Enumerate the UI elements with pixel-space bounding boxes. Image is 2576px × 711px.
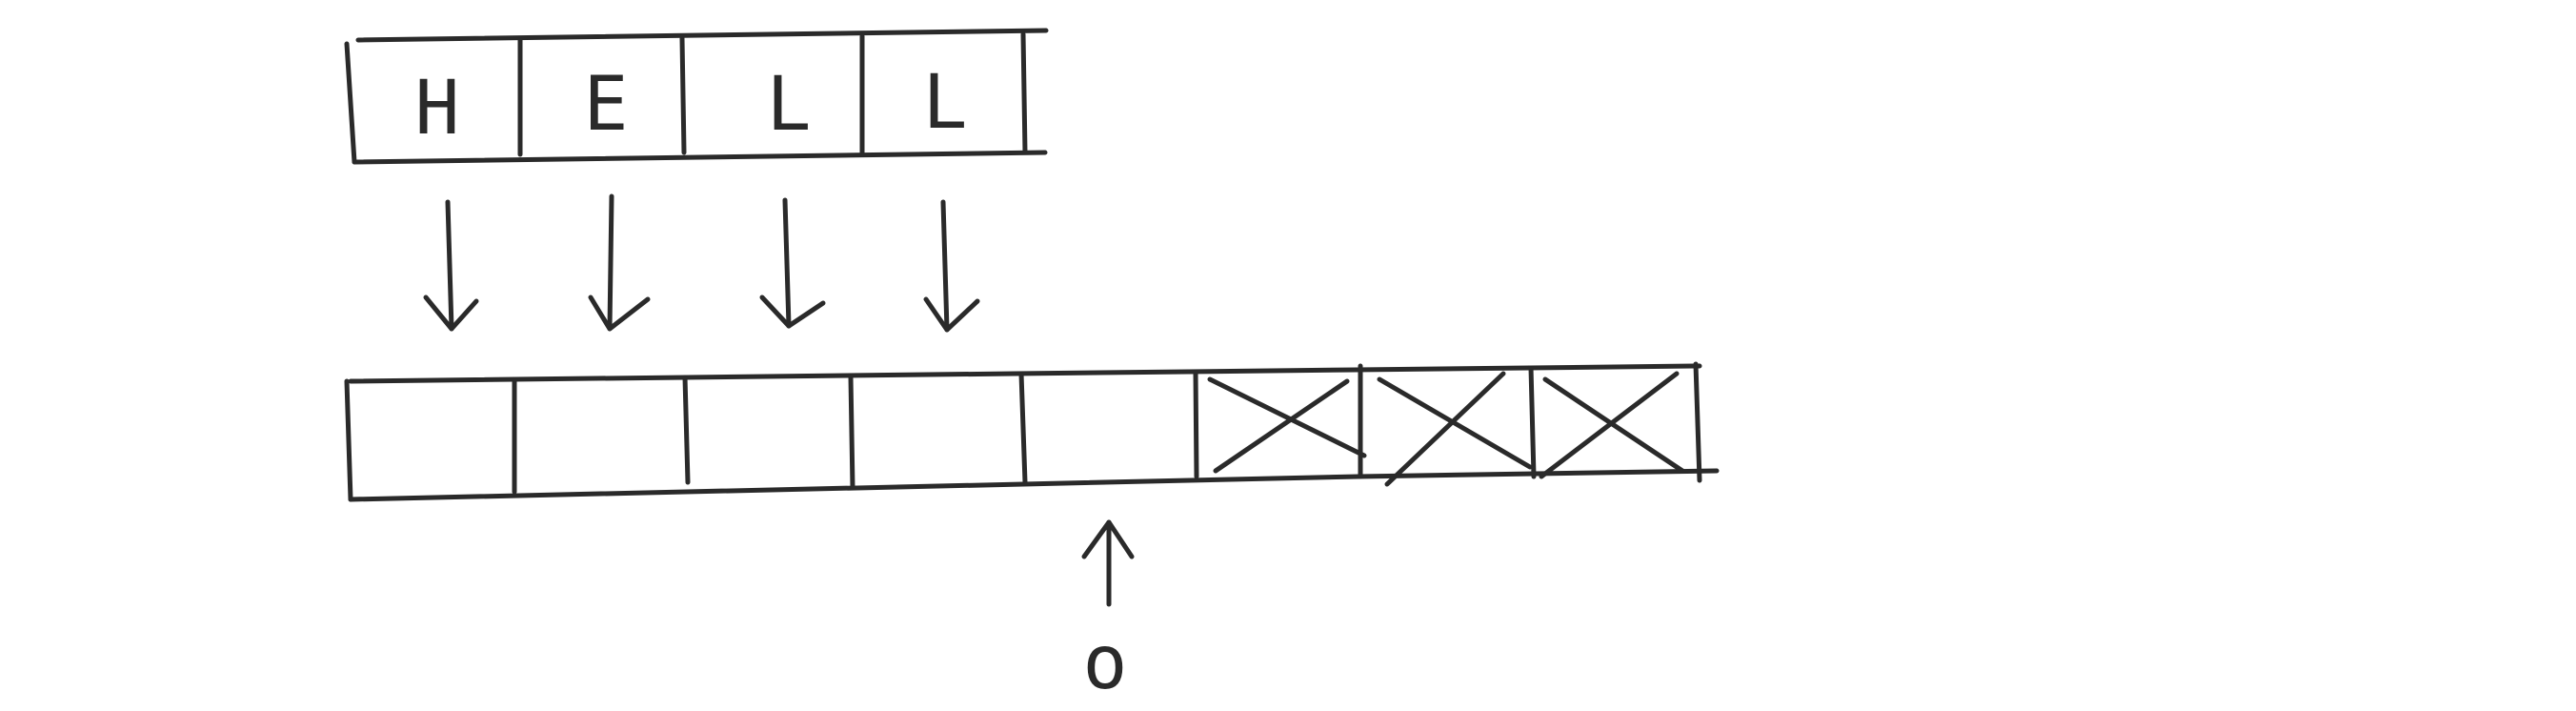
down-arrow-icon <box>423 199 479 332</box>
source-cell-char: E <box>584 62 629 148</box>
destination-array <box>344 361 1720 502</box>
crossed-cell <box>1539 371 1685 479</box>
down-arrow-icon <box>759 197 826 329</box>
source-array-bottom-edge <box>352 150 1048 165</box>
destination-array-bottom-edge <box>348 468 1720 502</box>
destination-cell-divider <box>1528 365 1537 479</box>
pointer-label: o <box>1083 620 1128 706</box>
destination-cell-divider <box>1018 371 1028 485</box>
down-arrow-icon <box>588 193 651 332</box>
copy-arrows <box>423 193 980 333</box>
source-cell-char: L <box>767 62 812 148</box>
destination-cell-divider <box>848 375 855 491</box>
source-cell-char: H <box>415 66 460 152</box>
destination-array-left-edge <box>344 378 353 502</box>
source-array: H E L L <box>344 28 1049 165</box>
source-cell-divider <box>1020 31 1028 155</box>
source-cell-char: L <box>923 60 968 146</box>
source-array-left-edge <box>344 41 357 165</box>
crossed-cell <box>1207 376 1367 474</box>
destination-cell-divider <box>1193 369 1199 479</box>
crossed-cell <box>1377 371 1533 487</box>
source-cell-divider <box>679 35 687 155</box>
destination-array-right-edge <box>1693 361 1702 483</box>
up-arrow-icon <box>1081 519 1135 607</box>
source-array-top-edge <box>355 28 1049 43</box>
destination-cell-divider <box>682 375 691 485</box>
down-arrow-icon <box>923 199 980 333</box>
pointer: o <box>1081 519 1135 706</box>
